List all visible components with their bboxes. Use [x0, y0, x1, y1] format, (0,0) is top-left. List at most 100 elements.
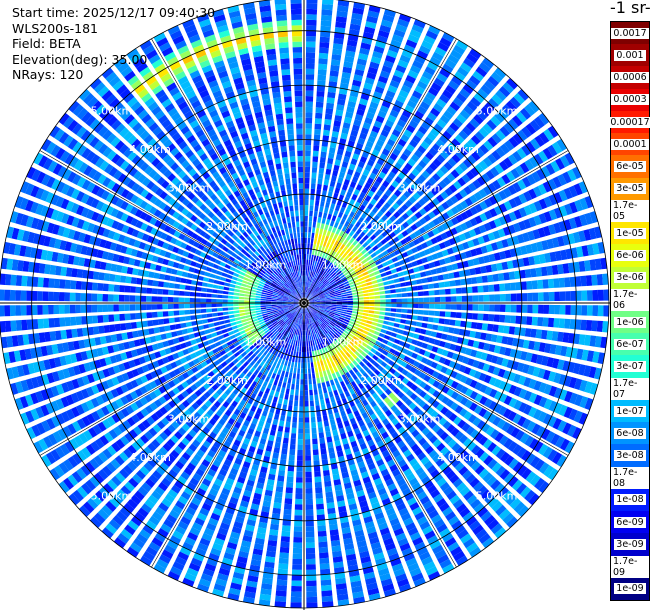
range-gate — [406, 314, 413, 320]
range-gate — [467, 295, 473, 302]
range-gate — [341, 225, 347, 232]
range-gate — [527, 365, 535, 376]
range-gate — [436, 225, 445, 233]
range-gate — [490, 263, 498, 272]
range-gate — [317, 268, 321, 274]
range-gate — [329, 180, 336, 187]
range-gate — [329, 147, 336, 154]
range-gate — [459, 222, 468, 231]
range-gate — [329, 367, 335, 374]
range-gate — [537, 227, 546, 238]
range-gate — [401, 212, 410, 220]
range-gate — [26, 305, 32, 316]
range-gate — [425, 91, 436, 101]
range-gate — [480, 332, 487, 341]
range-gate — [279, 546, 290, 554]
range-gate — [306, 36, 316, 42]
range-gate — [367, 285, 374, 289]
range-gate — [312, 227, 316, 233]
range-gate — [359, 132, 368, 140]
range-gate — [317, 383, 322, 389]
range-gate — [318, 292, 324, 296]
range-gate — [284, 426, 290, 433]
range-gate — [318, 426, 324, 433]
range-gate — [347, 140, 355, 148]
range-gate — [328, 413, 335, 420]
range-gate — [487, 98, 499, 109]
range-gate — [444, 342, 451, 349]
range-gate — [528, 256, 535, 266]
range-gate — [427, 201, 436, 210]
range-gate — [432, 173, 441, 182]
range-gate — [309, 304, 315, 307]
range-gate — [461, 295, 468, 302]
range-gate — [449, 255, 457, 263]
range-gate — [307, 270, 309, 277]
range-gate — [586, 350, 595, 362]
range-gate — [502, 82, 515, 94]
range-gate — [393, 278, 400, 283]
range-gate — [535, 267, 543, 277]
range-gate — [548, 194, 558, 206]
range-gate — [361, 212, 368, 219]
range-gate — [201, 314, 208, 319]
range-gate — [414, 85, 425, 95]
range-gate — [465, 321, 472, 329]
range-gate — [297, 340, 300, 347]
range-gate — [473, 226, 482, 236]
range-gate — [381, 324, 388, 330]
range-gate — [348, 268, 354, 273]
range-gate — [426, 344, 434, 351]
range-gate — [355, 166, 363, 174]
range-gate — [407, 158, 416, 167]
range-gate — [361, 258, 368, 264]
range-gate — [325, 380, 331, 387]
range-gate — [346, 310, 353, 313]
range-gate — [329, 220, 335, 227]
range-gate — [64, 292, 70, 302]
range-gate — [366, 177, 374, 185]
range-gate — [394, 318, 401, 323]
range-gate — [428, 87, 439, 97]
range-gate — [510, 315, 516, 324]
range-gate — [305, 52, 316, 59]
range-gate — [390, 289, 396, 294]
range-gate — [175, 323, 182, 330]
range-gate — [305, 498, 313, 505]
range-gate — [279, 552, 289, 559]
range-gate — [340, 258, 346, 265]
range-gate — [542, 279, 549, 289]
range-gate — [519, 162, 530, 174]
range-gate — [325, 282, 331, 287]
range-gate — [412, 90, 423, 100]
range-gate — [404, 199, 413, 208]
range-gate — [515, 315, 522, 325]
range-gate — [397, 216, 405, 224]
range-gate — [295, 498, 303, 505]
range-gate — [333, 120, 342, 127]
range-gate — [318, 366, 322, 373]
range-gate — [578, 364, 586, 376]
range-gate — [357, 291, 364, 295]
range-gate — [435, 332, 443, 339]
range-gate — [276, 304, 283, 306]
range-gate — [530, 138, 541, 150]
range-gate — [378, 332, 386, 338]
range-gate — [469, 330, 476, 338]
range-gate — [572, 166, 582, 179]
range-gate — [314, 306, 320, 309]
range-gate — [585, 320, 593, 331]
range-gate — [388, 184, 396, 193]
range-gate — [373, 270, 380, 276]
range-gate — [315, 194, 321, 201]
range-gate — [405, 209, 414, 217]
range-gate — [410, 182, 419, 191]
range-gate — [376, 241, 383, 248]
range-gate — [547, 144, 558, 157]
range-gate — [521, 293, 528, 302]
range-gate — [114, 323, 121, 332]
range-gate — [304, 362, 307, 369]
range-gate — [5, 320, 12, 332]
range-gate — [501, 239, 509, 248]
range-gate — [487, 153, 497, 164]
